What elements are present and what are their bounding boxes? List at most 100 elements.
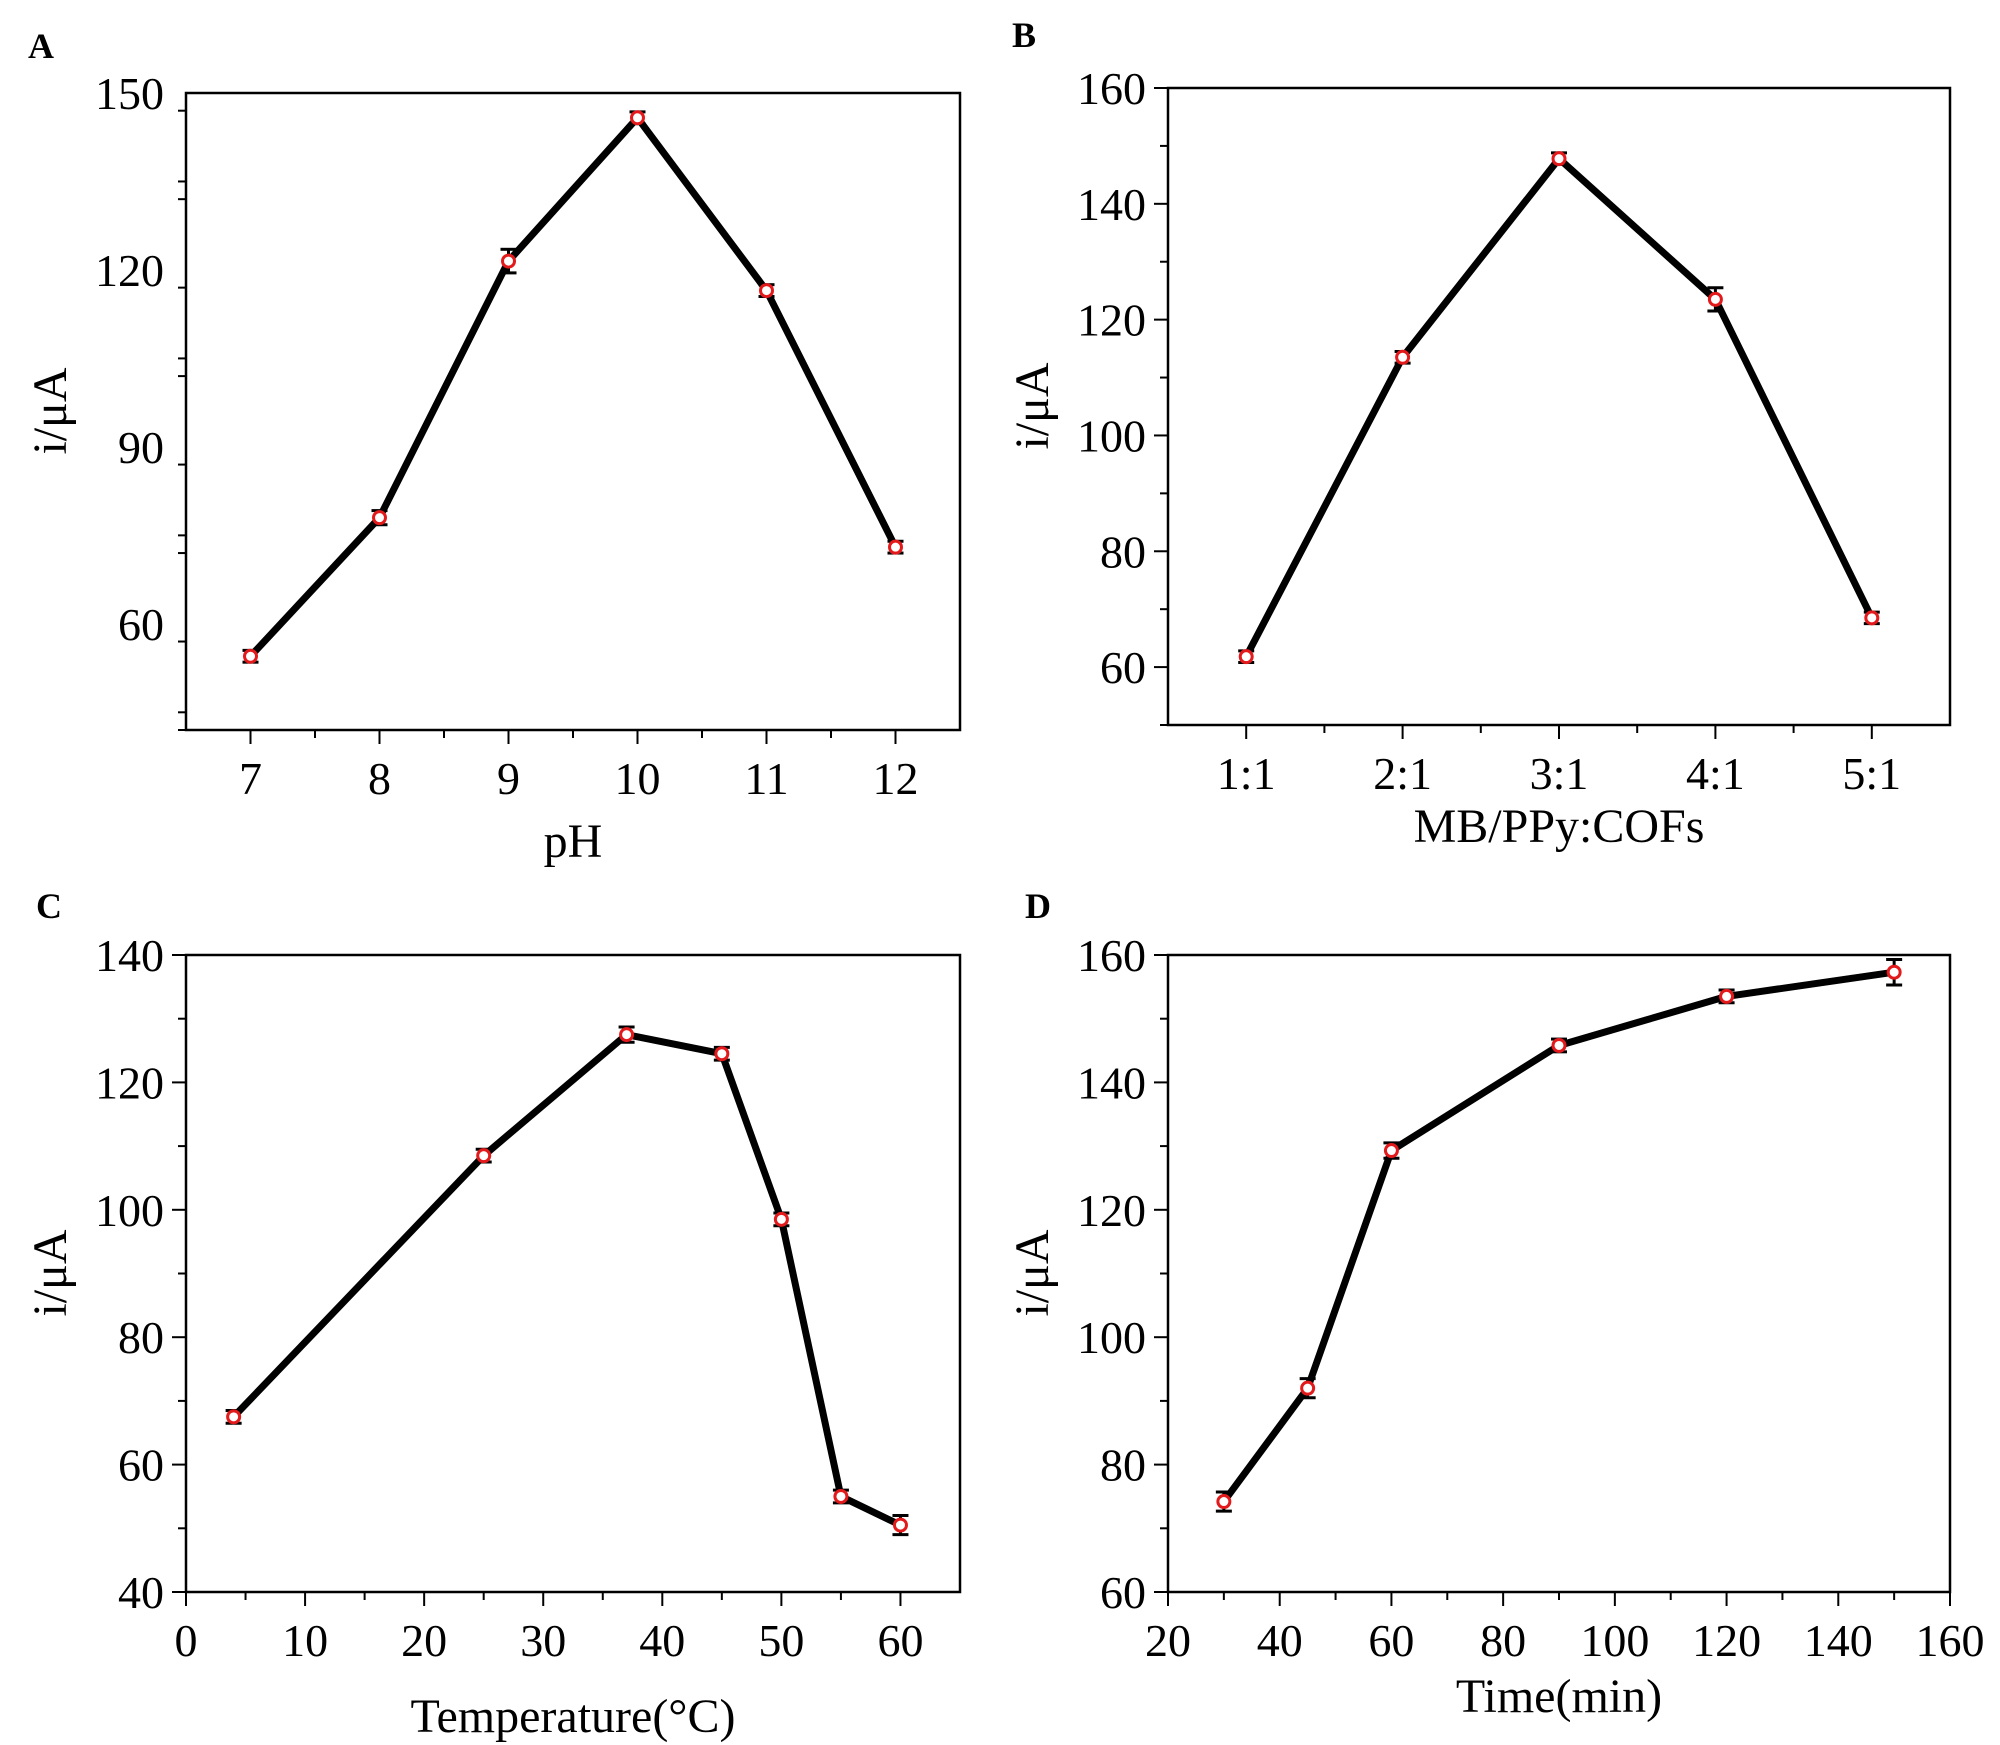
y-tick-label: 160 [1077,930,1146,981]
x-axis-title: Temperature(°C) [410,1690,735,1743]
y-tick-label: 100 [95,1185,164,1236]
x-tick-label: 120 [1692,1615,1761,1666]
x-tick-label: 12 [873,753,919,804]
data-point [1864,610,1880,626]
data-point [372,510,387,526]
x-tick-label: 100 [1580,1615,1649,1666]
y-tick-label: 100 [1077,1312,1146,1363]
data-point [630,110,645,126]
y-tick-label: 100 [1077,410,1146,461]
y-tick-label: 150 [95,68,164,119]
y-tick-label: 80 [1100,1440,1146,1491]
panel-label: D [1025,886,1051,926]
series-line [1242,155,1876,661]
y-tick-label: 80 [1100,526,1146,577]
x-tick-label: 140 [1804,1615,1873,1666]
x-axis-title: pH [544,815,603,868]
data-point [1383,1143,1399,1159]
x-tick-label: 8 [368,753,391,804]
x-tick-label: 11 [744,753,788,804]
x-tick-label: 2:1 [1373,748,1432,799]
y-tick-label: 80 [118,1312,164,1363]
x-tick-label: 0 [175,1615,198,1666]
y-tick-label: 160 [1077,63,1146,114]
x-tick-label: 160 [1916,1615,1985,1666]
x-tick-label: 20 [401,1615,447,1666]
y-axis-title: i/μA [24,1229,77,1316]
data-point [1300,1380,1316,1396]
chart-panel-a: A 60 90 120 150 7 8 9 10 11 12 pH i/μA [24,26,962,868]
x-tick-label: 60 [877,1615,923,1666]
x-tick-label: 50 [758,1615,804,1666]
x-tick-label: 5:1 [1842,748,1901,799]
data-marks [225,1025,909,1537]
series-line [247,114,899,660]
data-point [1719,988,1735,1004]
axis-ticks: 60 80 100 120 140 160 1:1 2:1 3:1 4:1 5:1 [1077,63,1901,799]
y-tick-label: 60 [118,1440,164,1491]
y-tick-label: 140 [1077,1057,1146,1108]
axis-ticks: 40 60 80 100 120 140 0 10 20 30 40 50 60 [95,930,923,1666]
data-point [892,1517,908,1533]
y-tick-label: 60 [118,599,164,650]
data-point [714,1046,730,1062]
y-tick-label: 90 [118,422,164,473]
chart-panel-b: B 60 80 100 120 140 160 1:1 2:1 3:1 4:1 5:1 MB/PPy… [1006,15,1952,853]
panel-label: A [28,26,54,66]
x-tick-label: 1:1 [1217,748,1276,799]
panel-label: C [36,886,62,926]
x-tick-label: 20 [1145,1615,1191,1666]
data-marks [1215,957,1903,1513]
chart-panel-d: D 60 80 100 120 140 160 20 40 60 80 100 120 140 160 T… [1006,886,1985,1723]
data-point [759,283,774,299]
data-point [773,1211,789,1227]
x-tick-label: 7 [239,753,262,804]
data-point [1551,1037,1567,1053]
x-axis-title: Time(min) [1456,1670,1662,1723]
x-tick-label: 30 [520,1615,566,1666]
x-tick-label: 80 [1480,1615,1526,1666]
y-axis-title: i/μA [1006,362,1059,449]
y-tick-label: 120 [95,1057,164,1108]
chart-panel-c: C 40 60 80 100 120 140 0 10 20 30 40 50 60 Temperatu… [24,886,962,1743]
data-marks [1238,151,1880,665]
x-tick-label: 9 [497,753,520,804]
axis-ticks: 60 90 120 150 7 8 9 10 11 12 [95,68,919,804]
data-marks [242,110,904,664]
y-axis-title: i/μA [24,367,77,454]
data-point [476,1148,492,1164]
data-point [243,648,258,664]
plot-frame [1166,86,1952,727]
x-tick-label: 3:1 [1530,748,1589,799]
y-tick-label: 140 [95,930,164,981]
y-tick-label: 60 [1100,1567,1146,1618]
data-point [1216,1494,1232,1510]
y-tick-label: 120 [1077,295,1146,346]
y-tick-label: 60 [1100,642,1146,693]
data-point [501,253,516,269]
panel-label: B [1012,15,1036,55]
x-tick-label: 10 [282,1615,328,1666]
y-tick-label: 140 [1077,179,1146,230]
axis-ticks: 60 80 100 120 140 160 20 40 60 80 100 120 140 160 [1077,930,1985,1666]
data-point [888,539,903,555]
data-point [1551,151,1567,167]
data-point [833,1488,849,1504]
x-tick-label: 4:1 [1686,748,1745,799]
x-tick-label: 40 [1257,1615,1303,1666]
x-tick-label: 40 [639,1615,685,1666]
data-point [226,1409,242,1425]
x-axis-title: MB/PPy:COFs [1414,800,1705,853]
x-tick-label: 60 [1368,1615,1414,1666]
y-tick-label: 120 [1077,1185,1146,1236]
data-point [1395,349,1411,365]
y-tick-label: 120 [95,245,164,296]
data-point [1886,964,1902,980]
y-axis-title: i/μA [1006,1229,1059,1316]
data-point [1707,291,1723,307]
series-line [1220,968,1898,1506]
data-point [619,1027,635,1043]
series-line [230,1031,904,1529]
x-tick-label: 10 [615,753,661,804]
